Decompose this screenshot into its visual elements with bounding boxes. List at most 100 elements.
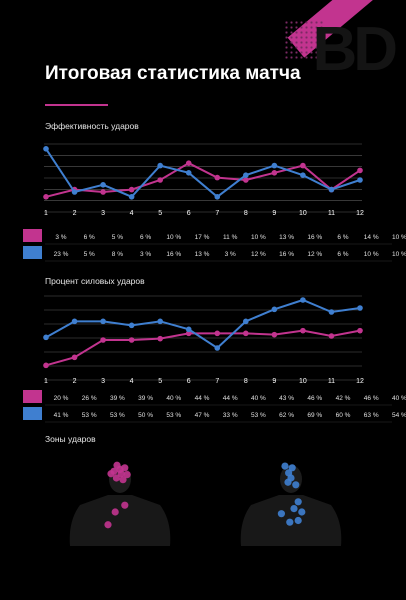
x-tick-label: 6 <box>187 378 191 385</box>
x-tick-label: 8 <box>244 210 248 217</box>
table-value: 44 % <box>223 395 238 402</box>
table-value: 54 % <box>392 412 406 419</box>
table-value: 44 % <box>195 395 210 402</box>
table-value: 10 % <box>364 251 379 258</box>
dot-pattern <box>284 20 324 60</box>
body-silhouette-left <box>69 461 171 546</box>
table-value: 3 % <box>225 251 236 258</box>
table-value: 5 % <box>84 251 95 258</box>
data-point <box>185 170 192 176</box>
zone-hit-dot <box>288 464 296 472</box>
table-value: 53 % <box>110 412 125 419</box>
zone-hit-dot <box>107 470 115 478</box>
zone-hit-dot <box>284 478 292 486</box>
table-value: 10 % <box>392 251 406 258</box>
x-tick-label: 12 <box>356 210 364 217</box>
zone-hit-dot <box>277 510 285 518</box>
table-value: 26 % <box>82 395 97 402</box>
data-point <box>185 330 192 337</box>
zone-hit-dot <box>112 474 120 482</box>
data-point <box>157 335 163 342</box>
zone-hit-dot <box>116 465 124 474</box>
zones-title: Зоны ударов <box>45 434 96 444</box>
data-point <box>43 362 49 369</box>
data-point <box>185 326 192 333</box>
data-point <box>157 318 163 325</box>
table-value: 13 % <box>279 234 294 241</box>
zone-hit-dot <box>292 481 300 489</box>
x-tick-label: 5 <box>158 210 162 217</box>
table-value: 16 % <box>279 251 294 258</box>
table-value: 62 % <box>279 412 294 419</box>
data-point <box>328 333 335 339</box>
data-point <box>243 172 249 178</box>
x-tick-label: 10 <box>299 210 307 217</box>
zone-hit-dot <box>281 462 289 470</box>
x-tick-label: 1 <box>44 210 48 217</box>
zone-hit-dot <box>121 501 129 509</box>
table-value: 10 % <box>166 234 181 241</box>
table-value: 42 % <box>336 395 351 402</box>
table-legend-swatch <box>23 407 42 420</box>
table-value: 40 % <box>392 395 406 402</box>
table-value: 23 % <box>54 251 69 258</box>
series-line-2 <box>45 298 361 350</box>
data-point <box>357 177 363 183</box>
data-point <box>271 306 278 313</box>
table-value: 14 % <box>364 234 379 241</box>
data-point <box>357 327 363 334</box>
torso-shape <box>69 495 171 546</box>
x-tick-label: 5 <box>158 378 162 385</box>
series-line-2 <box>45 148 361 199</box>
table-value: 17 % <box>195 234 210 241</box>
data-point <box>185 160 192 166</box>
data-point <box>43 194 49 200</box>
data-point <box>243 330 249 337</box>
body-silhouette-right <box>240 462 342 546</box>
table-value: 11 % <box>223 234 238 241</box>
zone-hit-dot <box>123 471 131 479</box>
x-tick-label: 1 <box>44 378 48 385</box>
data-point <box>328 309 335 315</box>
table-value: 60 % <box>336 412 351 419</box>
table-value: 6 % <box>337 234 348 241</box>
x-tick-label: 9 <box>272 210 276 217</box>
table-value: 41 % <box>54 412 69 419</box>
data-point <box>43 334 49 341</box>
data-point <box>271 162 278 169</box>
table-value: 69 % <box>307 412 322 419</box>
data-point <box>300 327 306 334</box>
chart2-title: Процент силовых ударов <box>45 276 145 286</box>
data-point <box>214 330 221 337</box>
data-point <box>214 174 221 181</box>
data-point <box>300 162 306 169</box>
x-tick-label: 12 <box>356 378 364 385</box>
zone-hit-dot <box>286 518 294 526</box>
series-line-1 <box>45 329 361 367</box>
table-value: 16 % <box>166 251 181 258</box>
zone-hit-dot <box>119 476 127 484</box>
data-point <box>271 331 278 338</box>
data-point <box>128 322 135 329</box>
table-value: 53 % <box>82 412 97 419</box>
data-point <box>271 170 278 176</box>
x-tick-label: 4 <box>130 210 134 217</box>
data-point <box>328 186 335 193</box>
x-tick-label: 9 <box>272 378 276 385</box>
data-point <box>214 345 221 351</box>
table-value: 43 % <box>279 395 294 402</box>
zone-hit-dot <box>294 498 302 506</box>
x-tick-label: 2 <box>73 378 77 385</box>
zone-hit-dot <box>298 508 306 516</box>
data-point <box>43 146 49 152</box>
table-value: 53 % <box>251 412 266 419</box>
data-point <box>100 189 106 195</box>
table-value: 3 % <box>55 234 66 241</box>
table-value: 16 % <box>307 234 322 241</box>
table-value: 6 % <box>337 251 348 258</box>
data-point <box>357 167 363 174</box>
table-value: 33 % <box>223 412 238 419</box>
data-point <box>300 172 306 178</box>
table-value: 46 % <box>364 395 379 402</box>
